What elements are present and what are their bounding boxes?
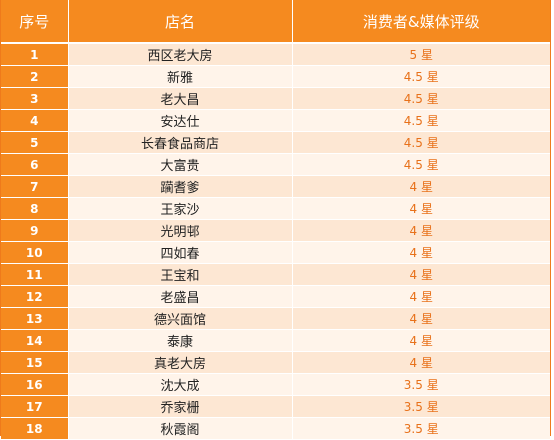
row-rating: 4 星: [292, 241, 550, 264]
table-row: 13 德兴面馆 4 星: [1, 307, 550, 330]
row-rating: 4 星: [292, 307, 550, 330]
row-rating: 3.5 星: [292, 395, 550, 418]
table-row: 5 长春食品商店 4.5 星: [1, 131, 550, 154]
row-index: 8: [1, 197, 69, 220]
row-index: 18: [1, 417, 69, 440]
row-shop-name: 王宝和: [68, 263, 293, 286]
table-row: 12 老盛昌 4 星: [1, 285, 550, 308]
row-rating: 4.5 星: [292, 109, 550, 132]
table-row: 14 泰康 4 星: [1, 329, 550, 352]
row-shop-name: 大富贵: [68, 153, 293, 176]
table-row: 7 躏耆爹 4 星: [1, 175, 550, 198]
row-index: 6: [1, 153, 69, 176]
row-rating: 3.5 星: [292, 373, 550, 396]
row-index: 3: [1, 87, 69, 110]
header-name: 店名: [68, 0, 293, 44]
row-index: 10: [1, 241, 69, 264]
row-shop-name: 泰康: [68, 329, 293, 352]
row-index: 12: [1, 285, 69, 308]
row-shop-name: 老盛昌: [68, 285, 293, 308]
table-row: 4 安达仕 4.5 星: [1, 109, 550, 132]
table-row: 15 真老大房 4 星: [1, 351, 550, 374]
row-rating: 3.5 星: [292, 417, 550, 440]
row-shop-name: 德兴面馆: [68, 307, 293, 330]
row-index: 16: [1, 373, 69, 396]
row-shop-name: 长春食品商店: [68, 131, 293, 154]
row-shop-name: 西区老大房: [68, 43, 293, 66]
header-rating: 消费者&媒体评级: [292, 0, 550, 44]
row-shop-name: 真老大房: [68, 351, 293, 374]
row-index: 7: [1, 175, 69, 198]
row-rating: 4.5 星: [292, 153, 550, 176]
row-rating: 4 星: [292, 219, 550, 242]
row-shop-name: 王家沙: [68, 197, 293, 220]
row-shop-name: 四如春: [68, 241, 293, 264]
row-rating: 4 星: [292, 175, 550, 198]
row-shop-name: 秋霞阁: [68, 417, 293, 440]
row-index: 15: [1, 351, 69, 374]
row-shop-name: 沈大成: [68, 373, 293, 396]
header-index: 序号: [1, 0, 69, 44]
table-row: 3 老大昌 4.5 星: [1, 87, 550, 110]
table-header: 序号 店名 消费者&媒体评级: [1, 0, 550, 44]
table-row: 10 四如春 4 星: [1, 241, 550, 264]
row-rating: 4 星: [292, 285, 550, 308]
row-index: 14: [1, 329, 69, 352]
row-shop-name: 新雅: [68, 65, 293, 88]
row-rating: 4 星: [292, 351, 550, 374]
table-row: 16 沈大成 3.5 星: [1, 373, 550, 396]
row-rating: 4 星: [292, 197, 550, 220]
table-row: 1 西区老大房 5 星: [1, 43, 550, 66]
table-row: 6 大富贵 4.5 星: [1, 153, 550, 176]
row-index: 1: [1, 43, 69, 66]
table-row: 9 光明邨 4 星: [1, 219, 550, 242]
row-index: 13: [1, 307, 69, 330]
row-rating: 5 星: [292, 43, 550, 66]
table-row: 18 秋霞阁 3.5 星: [1, 417, 550, 440]
table-row: 8 王家沙 4 星: [1, 197, 550, 220]
row-shop-name: 安达仕: [68, 109, 293, 132]
table-row: 2 新雅 4.5 星: [1, 65, 550, 88]
table-row: 11 王宝和 4 星: [1, 263, 550, 286]
row-shop-name: 光明邨: [68, 219, 293, 242]
row-index: 5: [1, 131, 69, 154]
row-index: 17: [1, 395, 69, 418]
row-index: 11: [1, 263, 69, 286]
header-row: 序号 店名 消费者&媒体评级: [1, 0, 550, 44]
row-rating: 4 星: [292, 263, 550, 286]
row-rating: 4.5 星: [292, 131, 550, 154]
row-index: 4: [1, 109, 69, 132]
row-rating: 4.5 星: [292, 87, 550, 110]
row-index: 2: [1, 65, 69, 88]
row-rating: 4.5 星: [292, 65, 550, 88]
table-row: 17 乔家栅 3.5 星: [1, 395, 550, 418]
row-shop-name: 乔家栅: [68, 395, 293, 418]
row-rating: 4 星: [292, 329, 550, 352]
row-shop-name: 老大昌: [68, 87, 293, 110]
row-shop-name: 躏耆爹: [68, 175, 293, 198]
table-body: 1 西区老大房 5 星 2 新雅 4.5 星 3 老大昌 4.5 星 4 安达仕 4.5 星 5 长春食品…: [1, 43, 550, 440]
row-index: 9: [1, 219, 69, 242]
